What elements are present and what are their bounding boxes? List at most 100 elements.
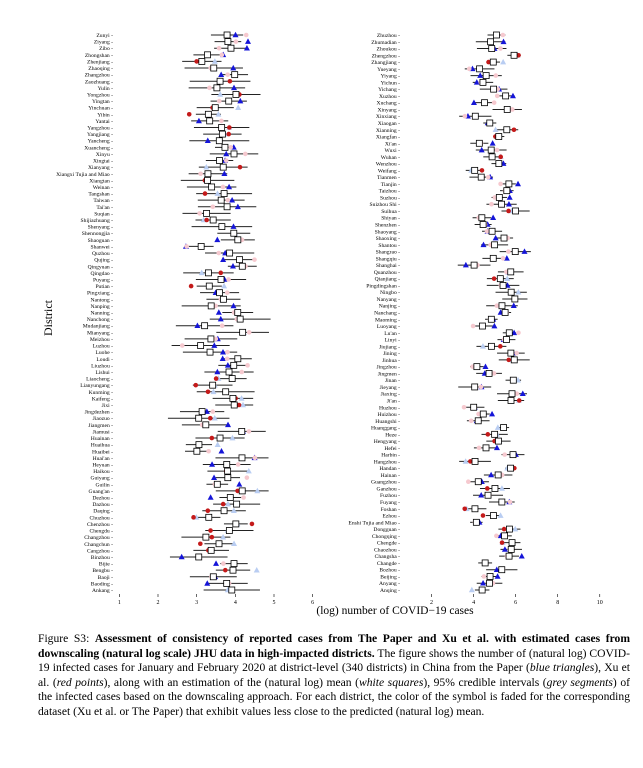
mean-square xyxy=(474,478,482,486)
caption-grey-label: grey segments xyxy=(546,675,613,689)
paper-triangle xyxy=(480,580,487,586)
mean-square xyxy=(236,256,243,264)
mean-square xyxy=(503,187,511,195)
x-tick-label: 8 xyxy=(556,600,559,606)
district-label: Ezhou - xyxy=(382,514,400,520)
paper-triangle xyxy=(480,241,487,248)
paper-triangle xyxy=(510,302,517,309)
mean-square xyxy=(495,160,503,167)
district-label: Cangzhou - xyxy=(87,548,113,554)
xu-point xyxy=(204,217,209,223)
xu-point xyxy=(207,85,212,91)
paper-triangle xyxy=(232,31,239,38)
xu-point xyxy=(481,574,487,579)
xu-point xyxy=(223,158,229,163)
district-label: Ningbo - xyxy=(380,290,400,296)
district-label: Zhenjiang - xyxy=(87,59,113,65)
paper-triangle xyxy=(230,302,237,309)
paper-triangle xyxy=(218,71,225,77)
paper-triangle xyxy=(244,38,251,44)
mean-square xyxy=(224,467,232,475)
mean-square xyxy=(495,133,503,140)
mean-square xyxy=(501,309,509,316)
district-label: Chaozhou - xyxy=(374,547,400,553)
district-label: Jiujiang - xyxy=(379,344,400,350)
district-label: Tai'an - xyxy=(96,205,113,211)
mean-square xyxy=(476,65,484,73)
paper-triangle xyxy=(468,586,475,593)
xu-point xyxy=(216,98,222,104)
district-label: Shanwei - xyxy=(90,244,113,250)
caption-red-label: red points xyxy=(56,675,104,689)
xu-point xyxy=(514,391,520,397)
district-label: Shangqiu - xyxy=(376,256,401,262)
paper-triangle xyxy=(482,363,489,369)
district-label: Huzhou - xyxy=(379,405,400,411)
district-label: Zhangzhou - xyxy=(85,73,114,79)
district-label: Huaibei - xyxy=(92,449,113,455)
figure-s3-plot: District Zunyi -Ziyang -Zibo -Zhongshan … xyxy=(41,31,603,617)
x-tick-label: 5 xyxy=(273,600,276,606)
mean-square xyxy=(508,390,516,398)
right-district-labels: Zhuzhou -Zhumadian -Zhoukou -Zhengzhou -… xyxy=(348,33,400,594)
paper-triangle xyxy=(213,560,220,566)
xu-point xyxy=(209,435,215,441)
mean-square xyxy=(499,282,507,289)
xu-point xyxy=(225,197,231,203)
mean-square xyxy=(487,146,495,154)
paper-triangle xyxy=(217,315,224,322)
mean-square xyxy=(221,143,229,151)
xu-point xyxy=(198,541,203,547)
paper-triangle xyxy=(207,494,214,500)
x-tick-label: 1 xyxy=(118,600,121,606)
mean-square xyxy=(211,104,219,112)
mean-square xyxy=(493,31,500,39)
district-label: Yibin - xyxy=(97,112,113,118)
mean-square xyxy=(487,315,495,323)
paper-triangle xyxy=(470,99,477,105)
paper-triangle xyxy=(218,448,225,454)
district-label: Zhongshan - xyxy=(85,53,113,59)
xu-point xyxy=(468,418,474,424)
paper-triangle xyxy=(220,533,227,540)
xu-point xyxy=(480,513,486,518)
xu-point xyxy=(219,118,224,124)
xu-point xyxy=(236,402,242,408)
xu-point xyxy=(499,540,505,545)
district-label: Hefei - xyxy=(384,445,400,452)
paper-triangle xyxy=(221,282,228,289)
x-tick-label: 6 xyxy=(311,600,314,606)
district-label: Jining - xyxy=(383,351,400,357)
paper-triangle xyxy=(503,255,510,261)
xu-point xyxy=(210,204,216,210)
figure-caption: Figure S3: Assessment of consistency of … xyxy=(38,632,630,720)
district-label: Tianmen - xyxy=(377,175,400,181)
mean-square xyxy=(230,401,238,409)
mean-square xyxy=(195,414,203,422)
mean-square xyxy=(471,505,479,513)
xu-point xyxy=(228,145,234,150)
paper-triangle xyxy=(229,434,236,441)
mean-square xyxy=(232,520,240,528)
district-label: Qingyuan - xyxy=(88,264,113,270)
mean-square xyxy=(236,315,244,323)
xu-point xyxy=(486,59,491,65)
xu-point xyxy=(216,45,222,51)
district-label: Hainan - xyxy=(381,473,401,479)
mean-square xyxy=(234,309,242,316)
paper-triangle xyxy=(478,492,485,498)
paper-triangle xyxy=(462,261,469,268)
mean-square xyxy=(471,458,479,465)
xu-point xyxy=(476,445,482,451)
mean-square xyxy=(507,349,515,357)
district-label: Shaoguan - xyxy=(88,238,113,244)
mean-square xyxy=(223,579,231,587)
paper-triangle xyxy=(237,97,244,104)
paper-triangle xyxy=(490,214,497,221)
district-label: Xuzhou - xyxy=(379,94,400,100)
district-label: Zhangjiang - xyxy=(371,60,400,66)
xu-point xyxy=(206,448,211,454)
mean-square xyxy=(472,518,480,526)
district-label: Suqian - xyxy=(94,211,113,217)
paper-triangle xyxy=(203,163,210,170)
